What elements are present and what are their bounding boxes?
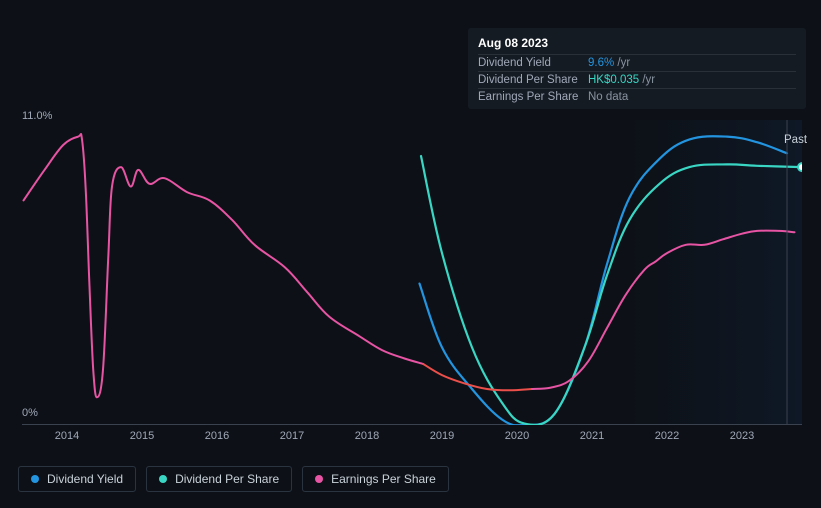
x-tick-label: 2019	[430, 430, 454, 442]
chart-svg	[22, 120, 802, 425]
tooltip-key: Dividend Yield	[478, 57, 588, 69]
legend-dot-icon	[31, 475, 39, 483]
tooltip-value: 9.6% /yr	[588, 57, 630, 69]
tooltip-row: Dividend Per ShareHK$0.035 /yr	[478, 71, 796, 88]
tooltip-value: HK$0.035 /yr	[588, 74, 655, 86]
x-tick-label: 2016	[205, 430, 229, 442]
legend-item-earnings_per_share[interactable]: Earnings Per Share	[302, 466, 449, 492]
x-tick-label: 2015	[130, 430, 154, 442]
chart-tooltip: Aug 08 2023 Dividend Yield9.6% /yrDivide…	[468, 28, 806, 109]
chart-legend: Dividend Yield Dividend Per Share Earnings…	[18, 466, 449, 492]
x-tick-label: 2018	[355, 430, 379, 442]
chart-plot-area[interactable]: Past	[22, 120, 802, 425]
legend-item-dividend_per_share[interactable]: Dividend Per Share	[146, 466, 292, 492]
legend-label: Dividend Yield	[47, 472, 123, 486]
x-tick-label: 2020	[505, 430, 529, 442]
legend-dot-icon	[315, 475, 323, 483]
x-tick-label: 2022	[655, 430, 679, 442]
legend-item-dividend_yield[interactable]: Dividend Yield	[18, 466, 136, 492]
tooltip-key: Dividend Per Share	[478, 74, 588, 86]
x-tick-label: 2023	[730, 430, 754, 442]
tooltip-key: Earnings Per Share	[478, 91, 588, 103]
tooltip-value: No data	[588, 91, 628, 103]
past-label: Past	[784, 134, 807, 146]
legend-dot-icon	[159, 475, 167, 483]
series-earnings_per_share	[24, 134, 424, 397]
x-axis-labels: 2014 2015 2016 2017 2018 2019 2020 2021 2022 2023	[22, 430, 802, 450]
tooltip-row: Dividend Yield9.6% /yr	[478, 54, 796, 71]
x-tick-label: 2014	[55, 430, 79, 442]
x-tick-label: 2021	[580, 430, 604, 442]
legend-label: Earnings Per Share	[331, 472, 436, 486]
tooltip-row: Earnings Per ShareNo data	[478, 88, 796, 105]
x-tick-label: 2017	[280, 430, 304, 442]
legend-label: Dividend Per Share	[175, 472, 279, 486]
tooltip-date: Aug 08 2023	[478, 34, 796, 54]
